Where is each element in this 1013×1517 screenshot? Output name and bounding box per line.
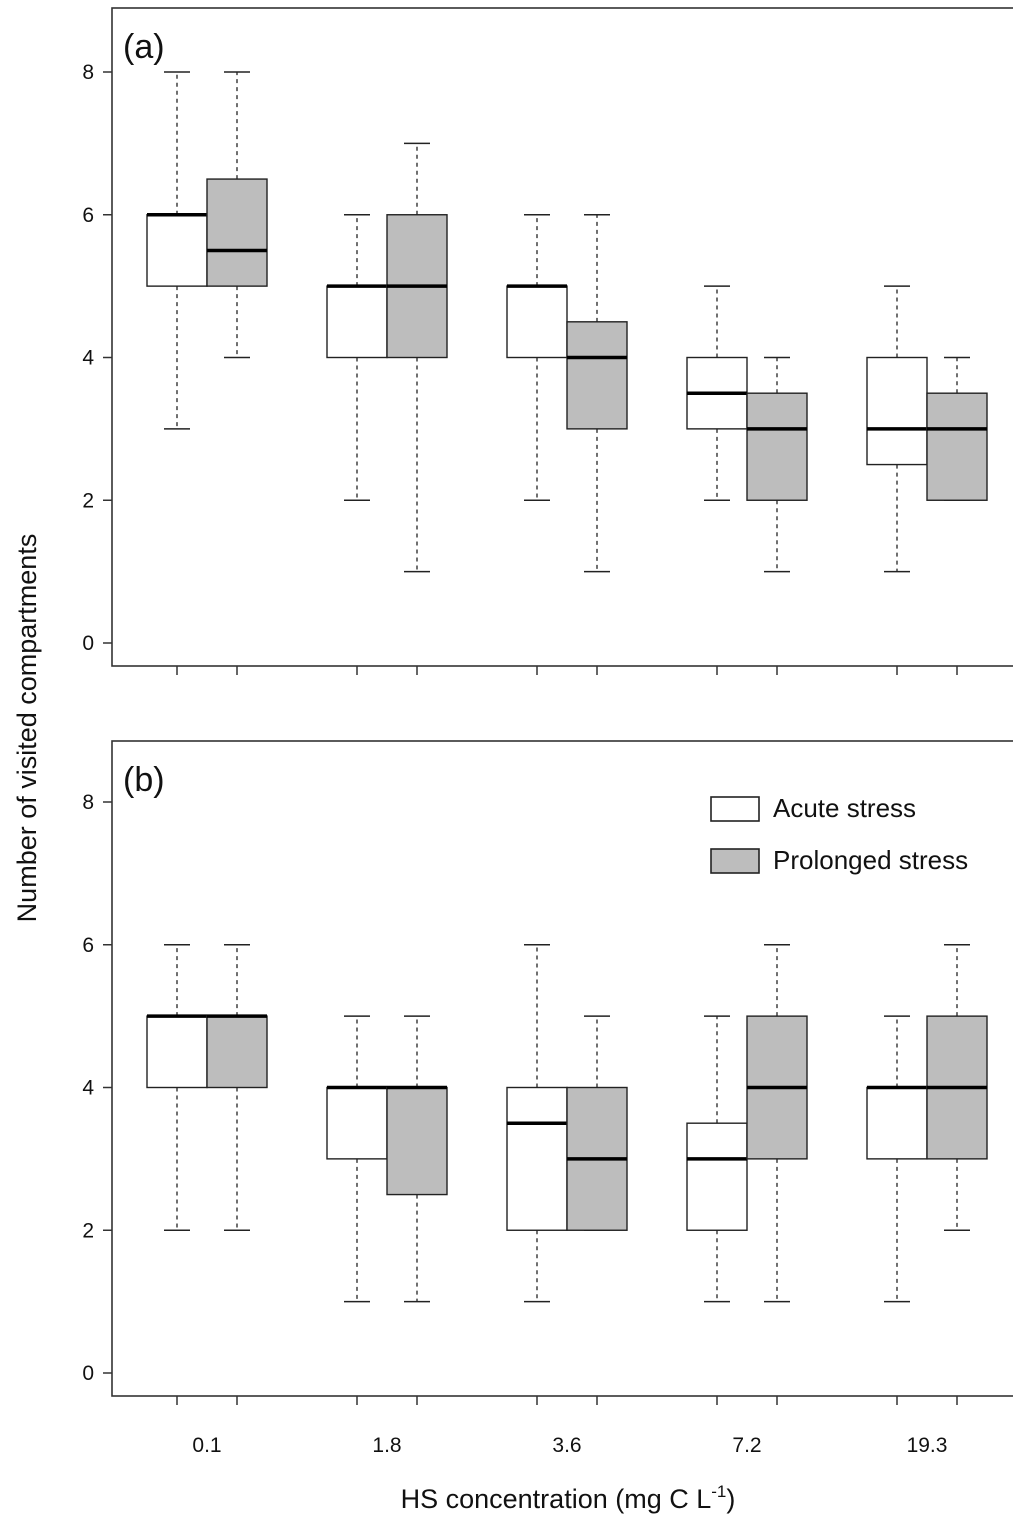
x-tick-label: 1.8 — [372, 1434, 401, 1457]
box-acute-3.6 — [506, 213, 568, 502]
iqr-box — [326, 285, 388, 359]
y-tick-label: 0 — [82, 1362, 94, 1385]
iqr-box — [206, 1015, 268, 1089]
legend-label: Acute stress — [773, 793, 916, 823]
box-acute-19.3 — [866, 1015, 928, 1303]
legend-swatch — [710, 848, 760, 874]
y-tick-label: 2 — [82, 489, 94, 512]
y-tick-label: 0 — [82, 632, 94, 655]
iqr-box — [566, 321, 628, 430]
x-axis-title-main: HS concentration (mg C L — [401, 1484, 712, 1514]
iqr-box — [506, 285, 568, 359]
x-tick-label: 3.6 — [552, 1434, 581, 1457]
box-acute-1.8 — [326, 1015, 388, 1303]
box-prolonged-19.3 — [926, 356, 988, 502]
box-prolonged-1.8 — [386, 1015, 448, 1303]
box-prolonged-0.1 — [206, 943, 268, 1232]
iqr-box — [386, 1086, 448, 1196]
legend: Acute stress Prolonged stress — [710, 793, 968, 875]
iqr-box — [926, 392, 988, 501]
iqr-box — [866, 356, 928, 466]
box-prolonged-3.6 — [566, 1015, 628, 1232]
iqr-box — [746, 392, 808, 501]
box-acute-7.2 — [686, 1015, 748, 1303]
iqr-box — [206, 178, 268, 287]
plot-frame — [111, 7, 1013, 667]
y-tick-label: 6 — [82, 934, 94, 957]
panel-label: (a) — [123, 28, 165, 66]
box-acute-0.1 — [146, 943, 208, 1232]
x-tick-labels: 0.1 1.8 3.6 7.2 19.3 — [192, 1434, 947, 1457]
y-tick-label: 8 — [82, 791, 94, 814]
box-prolonged-7.2 — [746, 356, 808, 573]
y-tick-label: 4 — [82, 347, 94, 370]
box-acute-0.1 — [146, 71, 208, 430]
x-axis-title-close: ) — [726, 1484, 735, 1514]
y-tick-label: 8 — [82, 61, 94, 84]
legend-swatch — [710, 796, 760, 822]
box-acute-3.6 — [506, 943, 568, 1303]
box-prolonged-1.8 — [386, 142, 448, 573]
box-prolonged-0.1 — [206, 71, 268, 359]
iqr-box — [866, 1086, 928, 1160]
y-tick-label: 6 — [82, 204, 94, 227]
box-prolonged-7.2 — [746, 943, 808, 1303]
y-tick-label: 2 — [82, 1219, 94, 1242]
box-acute-7.2 — [686, 285, 748, 502]
plot-frame — [111, 740, 1013, 1397]
iqr-box — [326, 1086, 388, 1160]
x-tick-label: 0.1 — [192, 1434, 221, 1457]
iqr-box — [686, 1122, 748, 1231]
box-acute-1.8 — [326, 213, 388, 502]
box-prolonged-3.6 — [566, 213, 628, 573]
panel-a: 0 2 4 6 8 (a) — [82, 7, 1013, 675]
iqr-box — [146, 1015, 208, 1089]
box-prolonged-19.3 — [926, 943, 988, 1232]
iqr-box — [506, 1086, 568, 1231]
y-axis-title: Number of visited compartments — [12, 534, 42, 923]
legend-label: Prolonged stress — [773, 845, 968, 875]
x-tick-label: 7.2 — [732, 1434, 761, 1457]
x-tick-label: 19.3 — [907, 1434, 948, 1457]
x-axis-title-superscript: -1 — [711, 1482, 726, 1501]
panel-b: 0 2 4 6 8 (b) — [82, 740, 1013, 1405]
iqr-box — [146, 214, 208, 287]
panel-label: (b) — [123, 761, 165, 799]
box-acute-19.3 — [866, 285, 928, 573]
x-axis-title: HS concentration (mg C L-1) — [401, 1482, 736, 1514]
y-tick-label: 4 — [82, 1077, 94, 1100]
